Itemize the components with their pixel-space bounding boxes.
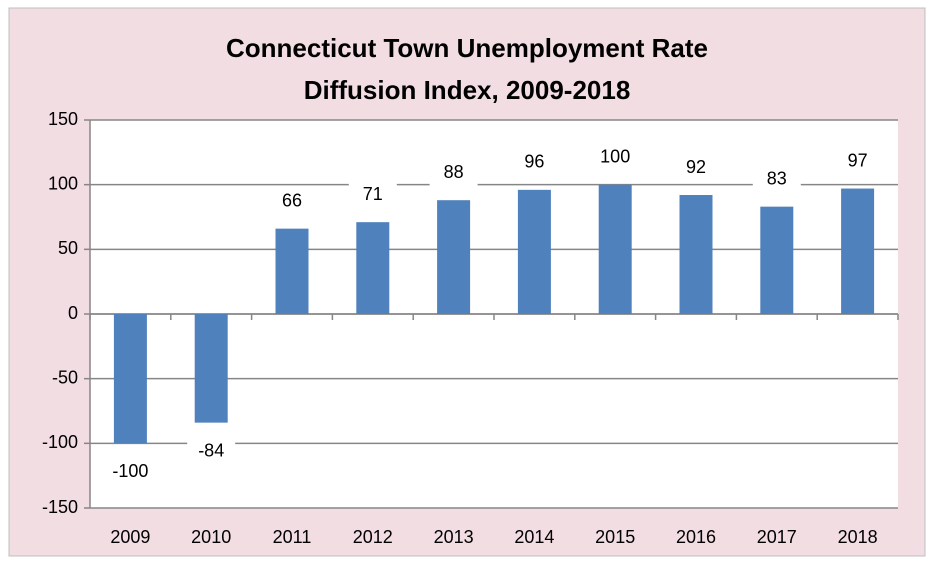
bar (113, 314, 147, 444)
x-tick-label: 2009 (110, 527, 150, 547)
bar (437, 200, 471, 314)
x-tick-label: 2015 (595, 527, 635, 547)
x-tick-label: 2014 (514, 527, 554, 547)
x-tick-label: 2010 (191, 527, 231, 547)
x-tick-label: 2012 (353, 527, 393, 547)
data-label-background (429, 160, 478, 187)
chart-title: Connecticut Town Unemployment Rate (226, 33, 708, 63)
data-label-background (752, 166, 801, 193)
bar (194, 314, 228, 423)
bar (679, 195, 713, 314)
data-label-background (510, 149, 559, 176)
y-tick-label: 0 (68, 303, 78, 323)
x-tick-label: 2016 (676, 527, 716, 547)
data-label: 88 (444, 162, 464, 182)
data-label-background (187, 438, 236, 465)
data-label: 96 (524, 152, 544, 172)
chart-title: Diffusion Index, 2009-2018 (304, 75, 631, 105)
data-label-background (591, 144, 640, 171)
data-label-background (268, 188, 316, 215)
data-label: 66 (282, 190, 302, 210)
bar (760, 206, 794, 314)
y-tick-label: -150 (42, 497, 78, 517)
x-tick-label: 2017 (757, 527, 797, 547)
y-tick-label: -100 (42, 432, 78, 452)
data-label-background (672, 155, 720, 182)
y-tick-label: 150 (48, 109, 78, 129)
bar (356, 222, 390, 314)
data-label: 97 (848, 150, 868, 170)
data-label: 71 (363, 184, 383, 204)
data-label-background (106, 459, 155, 486)
data-label-background (833, 148, 882, 175)
data-label: 100 (600, 146, 630, 166)
y-tick-label: 50 (58, 238, 78, 258)
x-tick-label: 2011 (273, 527, 312, 547)
data-label: -84 (198, 440, 224, 460)
data-label: 83 (767, 168, 787, 188)
data-label: 92 (686, 157, 706, 177)
x-tick-label: 2013 (434, 527, 474, 547)
data-label: -100 (112, 461, 148, 481)
bar (517, 189, 551, 314)
x-tick-label: 2018 (838, 527, 878, 547)
data-label-background (348, 182, 397, 209)
bar (598, 184, 632, 314)
bar (841, 188, 875, 314)
y-tick-label: 100 (48, 173, 78, 193)
y-tick-label: -50 (52, 367, 78, 387)
bar (275, 228, 309, 314)
